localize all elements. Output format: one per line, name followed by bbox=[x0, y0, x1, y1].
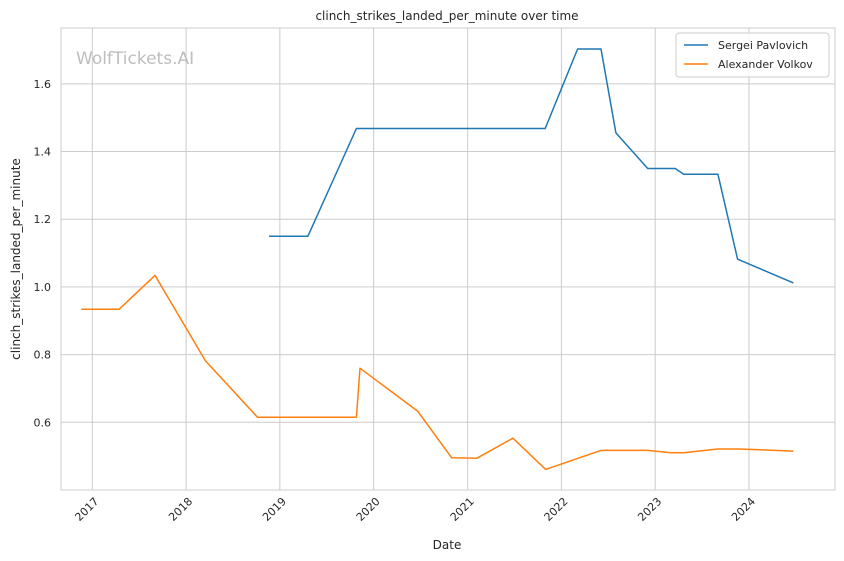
series-line-sergei-pavlovich bbox=[269, 48, 794, 284]
legend-label-alexander-volkov: Alexander Volkov bbox=[718, 58, 813, 71]
chart-title: clinch_strikes_landed_per_minute over ti… bbox=[315, 9, 578, 23]
y-tick-label: 0.8 bbox=[34, 349, 52, 362]
y-tick-label: 1.6 bbox=[34, 78, 52, 91]
y-tick-label: 0.6 bbox=[34, 416, 52, 429]
series-line-alexander-volkov bbox=[81, 274, 794, 471]
legend-box bbox=[675, 32, 830, 78]
y-tick-label: 1.0 bbox=[34, 281, 52, 294]
plot-frame bbox=[60, 27, 836, 491]
watermark: WolfTickets.AI bbox=[76, 49, 194, 69]
series-group bbox=[81, 48, 794, 471]
x-axis-label: Date bbox=[433, 538, 462, 552]
y-tick-label: 1.2 bbox=[34, 213, 52, 226]
legend: Sergei Pavlovich Alexander Volkov bbox=[675, 32, 830, 78]
y-tick-label: 1.4 bbox=[34, 146, 52, 159]
legend-label-sergei-pavlovich: Sergei Pavlovich bbox=[718, 39, 808, 52]
grid bbox=[61, 28, 835, 490]
y-axis-label: clinch_strikes_landed_per_minute bbox=[9, 158, 23, 360]
